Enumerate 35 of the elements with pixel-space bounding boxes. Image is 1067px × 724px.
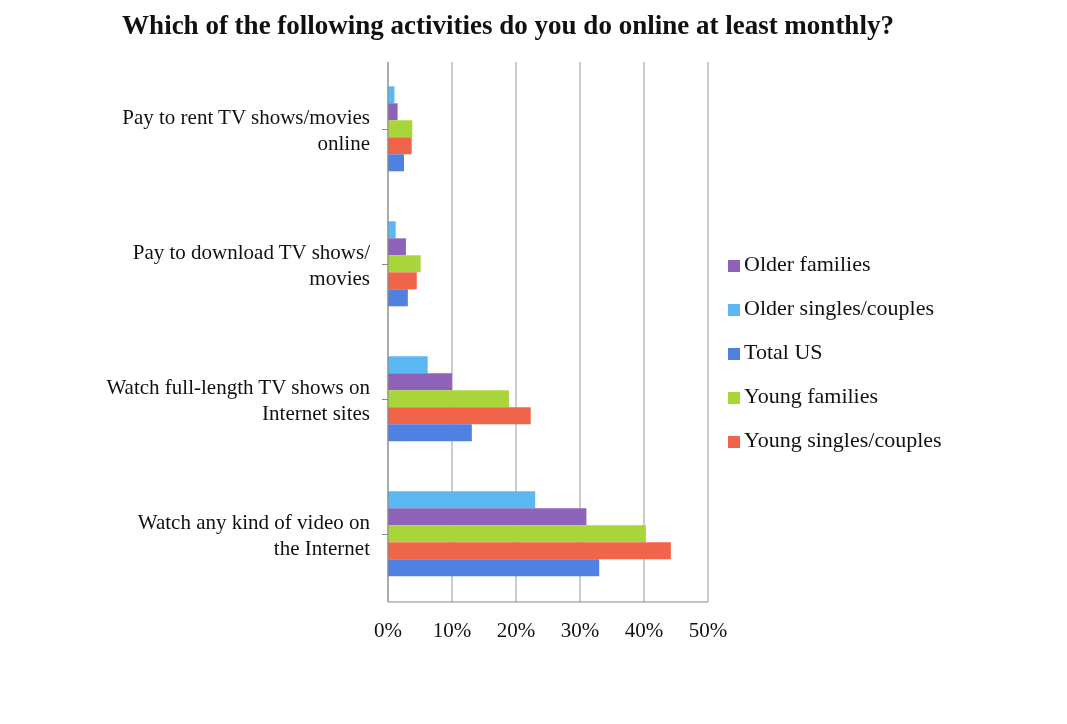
x-tick-label: 10% [432, 617, 472, 642]
bar [388, 424, 472, 442]
bar [388, 525, 646, 543]
y-tick-label: Watch any kind of video on the Internet [137, 509, 371, 560]
x-tick-label: 50% [688, 617, 728, 642]
bar [388, 289, 408, 307]
bar [388, 508, 587, 526]
x-tick-label: 20% [496, 617, 536, 642]
y-tick-label: Pay to download TV shows/movies [132, 239, 371, 290]
bar [388, 238, 406, 256]
bar [388, 542, 671, 560]
bar [388, 255, 421, 273]
legend-label: Young singles/couples [744, 427, 942, 452]
bar [388, 137, 412, 155]
bar [388, 373, 452, 391]
bar [388, 491, 536, 509]
y-tick-label: Watch full-length TV shows on Internet sites [106, 374, 371, 425]
bar [388, 559, 600, 577]
bar [388, 407, 531, 425]
legend-label: Older families [744, 251, 871, 276]
bar [388, 221, 396, 239]
x-tick-label: 0% [374, 617, 402, 642]
bar [388, 272, 417, 290]
x-tick-label: 30% [560, 617, 600, 642]
chart-title: Which of the following activities do you do online at least monthly? [121, 9, 895, 42]
bar [388, 154, 404, 172]
legend-label: Older singles/couples [744, 295, 935, 320]
bar [388, 120, 413, 138]
bar [388, 356, 428, 374]
y-tick-label: Pay to rent TV shows/movies online [122, 104, 370, 155]
legend-label: Young families [744, 383, 879, 408]
bar [388, 390, 509, 408]
bar [388, 103, 398, 121]
legend-label: Total US [744, 339, 823, 364]
x-tick-label: 40% [624, 617, 664, 642]
